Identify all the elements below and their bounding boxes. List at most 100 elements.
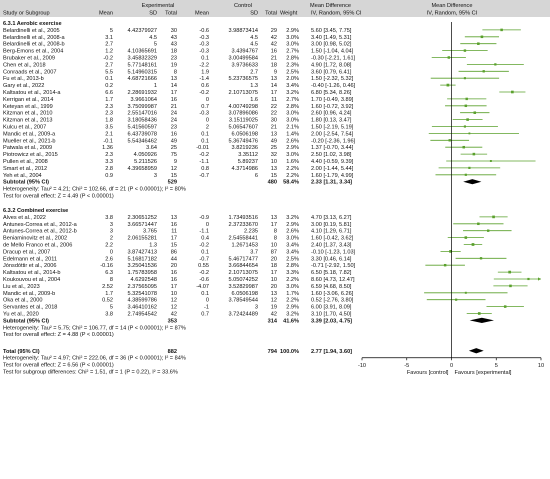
ctrl-mean-value: -0.9 xyxy=(199,215,209,221)
ci-value: -0.40 [-1.26, 0.46] xyxy=(311,83,356,89)
ctrl-sd-value: 5.23736575 xyxy=(228,76,258,82)
ctrl-mean-value: -0.2 xyxy=(199,242,209,248)
ctrl-mean-value: 0.1 xyxy=(201,249,209,255)
exp-sd-value: 5.77148161 xyxy=(127,62,157,68)
ctrl-total-value: 49 xyxy=(271,138,277,144)
subtotal-weight: 41.6% xyxy=(283,318,299,324)
ctrl-sd-value: 4.3714986 xyxy=(232,166,258,172)
exp-total-value: 25 xyxy=(171,145,177,151)
ci-value: 2.00 [-2.54, 7.54] xyxy=(311,131,354,137)
study-name: Kulcu et al., 2007 xyxy=(3,125,46,131)
exp-total-value: 9 xyxy=(174,159,177,165)
exp-mean-value: 2.8 xyxy=(105,166,113,172)
study-marker xyxy=(463,77,466,80)
ctrl-total-value: 13 xyxy=(271,131,277,137)
exp-mean-value: 1.7 xyxy=(105,291,113,297)
study-marker xyxy=(463,49,467,52)
ctrl-total-value: 30 xyxy=(271,118,277,124)
weight-value: 3.0% xyxy=(286,42,299,48)
ctrl-mean-value: 0.55 xyxy=(198,263,209,269)
ctrl-mean-value: 0.7 xyxy=(201,311,209,317)
x-tick-label: 0 xyxy=(450,363,453,369)
exp-sd-value: 4.6292548 xyxy=(131,277,157,283)
weight-value: 1.7% xyxy=(286,291,299,297)
weight-value: 2.9% xyxy=(286,28,299,34)
study-name: Conraads et al., 2007 xyxy=(3,69,57,75)
heterogeneity-text: Heterogeneity: Tau² = 5.75; Chi² = 106.7… xyxy=(3,325,186,331)
study-name: Kaltsatou et al., 2014-b xyxy=(3,270,61,276)
weight-value: 3.0% xyxy=(286,236,299,242)
subtotal-ci: 2.33 [1.31, 3.34] xyxy=(311,180,352,186)
exp-total-value: 43 xyxy=(171,42,177,48)
ci-value: 2.60 [0.96, 4.24] xyxy=(311,111,352,117)
ctrl-mean-value: -1.4 xyxy=(199,76,209,82)
ci-value: 8.60 [4.73, 12.47] xyxy=(311,277,355,283)
ctrl-mean-value: 2 xyxy=(206,125,209,131)
exp-total-value: 19 xyxy=(171,62,177,68)
exp-sd-value: 4.38599786 xyxy=(127,298,157,304)
exp-mean-value: 3.8 xyxy=(105,311,113,317)
study-marker xyxy=(489,160,492,162)
weight-value: 2.0% xyxy=(286,76,299,82)
ctrl-sd-value: 3.8219236 xyxy=(232,145,258,151)
weight-value: 3.2% xyxy=(286,90,299,96)
ctrl-sd-value: 3.9736633 xyxy=(232,62,258,68)
exp-mean-value: 5 xyxy=(110,28,113,34)
ctrl-sd-value: 3.98873414 xyxy=(228,28,258,34)
exp-sd-value: 2.37565095 xyxy=(127,284,157,290)
ctrl-mean-value: -0.01 xyxy=(196,145,209,151)
subtotal-ci: 3.39 [2.03, 4.75] xyxy=(311,318,352,324)
exp-total-value: 43 xyxy=(171,35,177,41)
ctrl-mean-value: 0.1 xyxy=(201,138,209,144)
ctrl-sd-value: 3.4394767 xyxy=(232,49,258,55)
weight-value: 3.2% xyxy=(286,311,299,317)
ci-value: 2.40 [1.37, 3.43] xyxy=(311,242,352,248)
study-marker xyxy=(482,70,485,73)
study-name: de Mello Franco et al., 2006 xyxy=(3,242,72,248)
study-name: Mandic et al., 2009-a xyxy=(3,131,56,137)
ctrl-total-value: 17 xyxy=(271,270,277,276)
ctrl-sd-value: 3.07896086 xyxy=(228,111,258,117)
exp-sd-value: 2.55147016 xyxy=(127,111,157,117)
ci-arrow xyxy=(538,277,541,281)
ci-value: 1.60 [-0.72, 3.92] xyxy=(311,104,354,110)
ctrl-sd-value: 2.7 xyxy=(250,69,258,75)
ctrl-mean-value: 0.1 xyxy=(201,291,209,297)
study-name: Koukouvou et al., 2004 xyxy=(3,277,60,283)
ctrl-total-value: 17 xyxy=(271,90,277,96)
ctrl-total-value: 15 xyxy=(271,173,277,179)
study-name: Mueller et al., 2021-b xyxy=(3,138,56,144)
ci-value: -0.71 [-2.92, 1.50] xyxy=(311,263,356,269)
exp-total-value: 11 xyxy=(171,229,177,235)
exp-total-value: 30 xyxy=(171,28,177,34)
exp-sd-value: 5 xyxy=(154,42,157,48)
study-name: Antunes-Correa et al., 2012-b xyxy=(3,229,77,235)
study-marker xyxy=(449,250,452,253)
ctrl-mean-value: 0 xyxy=(206,118,209,124)
ctrl-mean-value: 0.7 xyxy=(201,104,209,110)
study-marker xyxy=(511,90,514,94)
ctrl-total-value: 22 xyxy=(271,111,277,117)
ctrl-sd-value: 3.00499584 xyxy=(228,56,258,62)
ctrl-sd-value: 3.7 xyxy=(250,249,258,255)
ctrl-total-value: 87 xyxy=(271,249,277,255)
study-name: Belardinelli et al., 2008-a xyxy=(3,35,65,41)
ci-value: 6.80 [5.34, 8.26] xyxy=(311,90,352,96)
exp-mean-value: -0.1 xyxy=(103,138,113,144)
study-marker xyxy=(480,35,484,39)
exp-sd-value: 4.68721666 xyxy=(127,76,157,82)
ctrl-total-value: 13 xyxy=(271,166,277,172)
header-experimental: Experimental xyxy=(142,3,175,9)
study-marker xyxy=(477,222,480,226)
study-marker xyxy=(503,305,507,308)
study-marker xyxy=(466,118,469,121)
weight-value: 2.2% xyxy=(286,277,299,283)
ci-value: 6.50 [5.18, 7.82] xyxy=(311,270,352,276)
ctrl-total-value: 21 xyxy=(271,125,277,131)
exp-total-value: 86 xyxy=(171,249,177,255)
ctrl-mean-value: 0.1 xyxy=(201,131,209,137)
ci-value: 1.60 [-1.79, 4.99] xyxy=(311,173,354,179)
subtotal-ctrl-total: 314 xyxy=(268,318,278,324)
total-weight: 100.0% xyxy=(280,349,299,355)
